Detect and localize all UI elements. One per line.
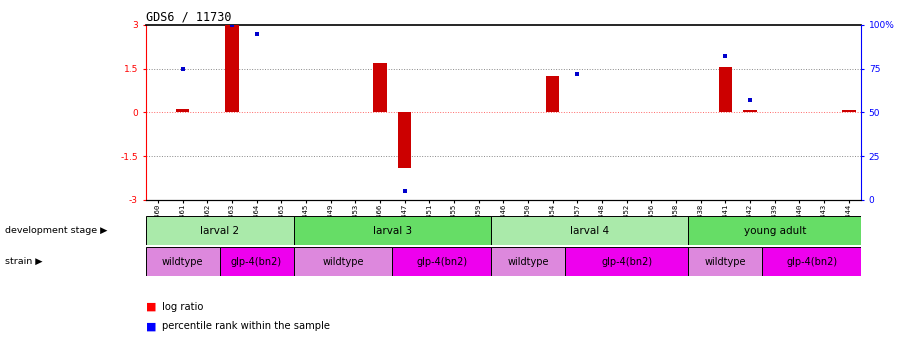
Bar <box>763 247 861 276</box>
Text: wildtype: wildtype <box>162 257 204 267</box>
Bar <box>546 76 559 112</box>
Text: larval 4: larval 4 <box>570 226 610 236</box>
Text: wildtype: wildtype <box>705 257 746 267</box>
Bar <box>842 110 856 112</box>
Bar <box>225 25 239 112</box>
Bar <box>743 110 757 112</box>
Bar <box>688 216 861 245</box>
Text: log ratio: log ratio <box>162 302 204 312</box>
Text: strain ▶: strain ▶ <box>5 257 42 266</box>
Text: glp-4(bn2): glp-4(bn2) <box>231 257 282 267</box>
Text: ■: ■ <box>146 321 156 331</box>
Text: percentile rank within the sample: percentile rank within the sample <box>162 321 330 331</box>
Bar <box>294 216 491 245</box>
Text: wildtype: wildtype <box>507 257 549 267</box>
Text: larval 3: larval 3 <box>373 226 412 236</box>
Text: glp-4(bn2): glp-4(bn2) <box>416 257 467 267</box>
Text: glp-4(bn2): glp-4(bn2) <box>601 257 652 267</box>
Bar <box>398 112 412 168</box>
Text: wildtype: wildtype <box>322 257 364 267</box>
Text: glp-4(bn2): glp-4(bn2) <box>787 257 837 267</box>
Bar <box>219 247 294 276</box>
Text: GDS6 / 11730: GDS6 / 11730 <box>146 11 231 24</box>
Text: larval 2: larval 2 <box>200 226 239 236</box>
Bar <box>373 63 387 112</box>
Bar <box>491 247 565 276</box>
Bar <box>688 247 763 276</box>
Bar <box>392 247 491 276</box>
Bar <box>718 67 732 112</box>
Text: development stage ▶: development stage ▶ <box>5 226 107 235</box>
Bar <box>146 247 219 276</box>
Bar <box>146 216 294 245</box>
Bar <box>565 247 688 276</box>
Text: young adult: young adult <box>743 226 806 236</box>
Bar <box>176 109 190 112</box>
Text: ■: ■ <box>146 302 156 312</box>
Bar <box>294 247 392 276</box>
Bar <box>491 216 688 245</box>
